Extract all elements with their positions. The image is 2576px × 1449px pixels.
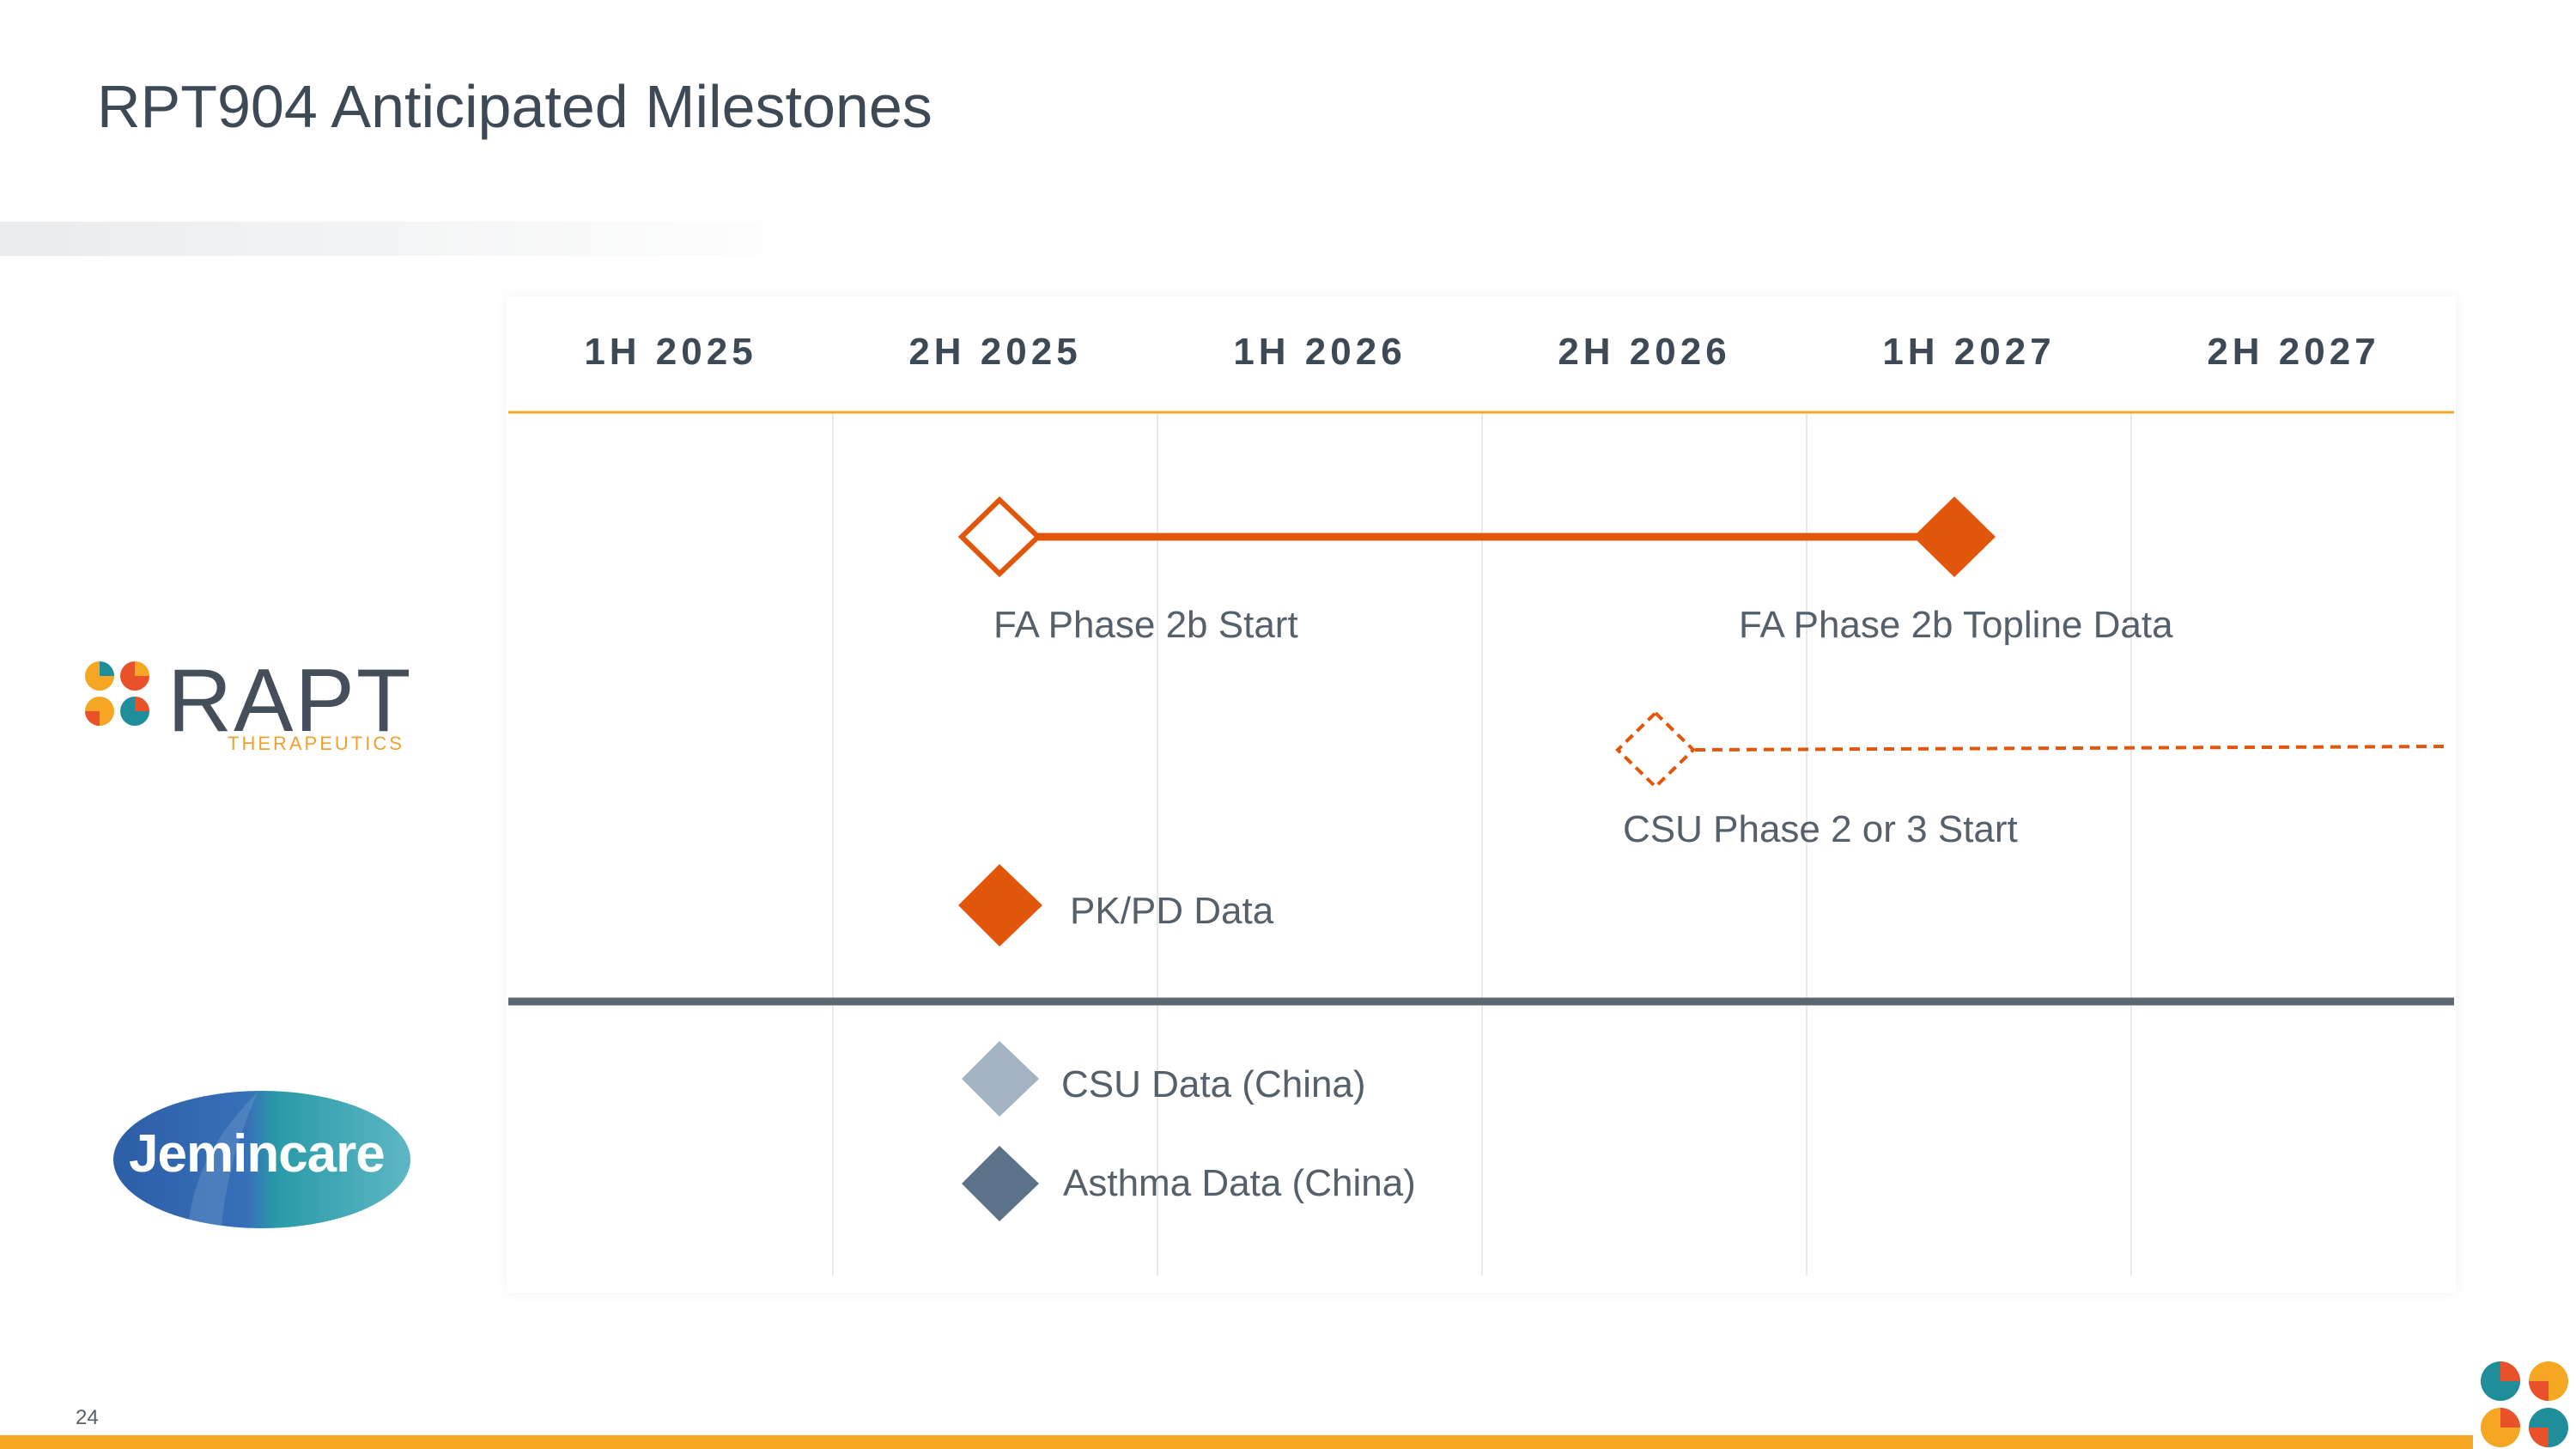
fa-start-diamond-outline bbox=[957, 496, 1042, 578]
footer-bar bbox=[0, 1435, 2473, 1449]
column-header-1h-2027: 1H 2027 bbox=[1882, 331, 2056, 373]
csu-phase-dashed-bar bbox=[1694, 745, 2450, 752]
label-csu-data-china: CSU Data (China) bbox=[1061, 1063, 1366, 1105]
label-pkpd-data: PK/PD Data bbox=[1070, 890, 1274, 932]
asthma-china-diamond bbox=[962, 1146, 1039, 1221]
label-asthma-data-china: Asthma Data (China) bbox=[1063, 1162, 1416, 1204]
rapt-subtitle: THERAPEUTICS bbox=[228, 733, 404, 754]
column-header-2h-2026: 2H 2026 bbox=[1558, 331, 1731, 373]
column-header-1h-2025: 1H 2025 bbox=[584, 331, 757, 373]
csu-china-diamond bbox=[962, 1041, 1039, 1117]
column-header-1h-2026: 1H 2026 bbox=[1233, 331, 1406, 373]
column-header-2h-2025: 2H 2025 bbox=[908, 331, 1082, 373]
page-title: RPT904 Anticipated Milestones bbox=[97, 73, 933, 140]
rapt-logo-mark bbox=[85, 661, 149, 726]
label-csu-phase-2-or-3-start: CSU Phase 2 or 3 Start bbox=[1623, 808, 2018, 850]
corner-logo-mark bbox=[2481, 1361, 2568, 1447]
label-fa-phase-2b-start: FA Phase 2b Start bbox=[993, 604, 1298, 646]
rapt-wordmark: RAPT bbox=[167, 651, 413, 751]
csu-start-diamond-dashed bbox=[1615, 710, 1696, 789]
fa-topline-diamond-filled bbox=[1913, 496, 1996, 577]
jemincare-logo bbox=[113, 1091, 410, 1228]
jemincare-wordmark: Jemincare bbox=[129, 1124, 386, 1184]
column-header-2h-2027: 2H 2027 bbox=[2207, 331, 2380, 373]
label-fa-phase-2b-topline: FA Phase 2b Topline Data bbox=[1739, 604, 2173, 646]
page-number: 24 bbox=[76, 1406, 99, 1429]
title-underline-shade bbox=[0, 222, 824, 256]
pkpd-diamond-filled bbox=[958, 864, 1042, 947]
